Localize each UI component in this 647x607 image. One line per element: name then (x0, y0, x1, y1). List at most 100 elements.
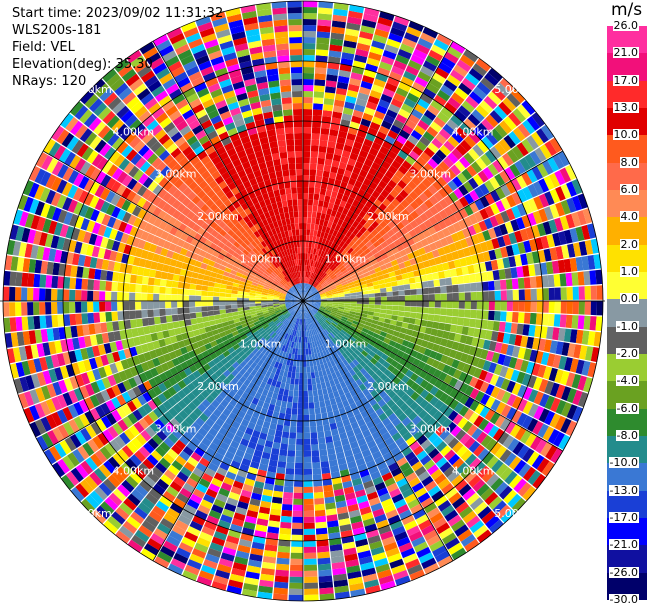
gate-cell (381, 175, 391, 185)
gate-cell (548, 173, 561, 188)
gate-cell (264, 415, 272, 423)
gate-cell (482, 339, 491, 350)
gate-cell (89, 195, 100, 209)
gate-cell (39, 288, 46, 301)
gate-cell (347, 338, 355, 345)
gate-cell (180, 509, 194, 521)
gate-cell (341, 175, 350, 184)
gate-cell (263, 312, 270, 317)
gate-cell (87, 439, 100, 453)
gate-cell (318, 443, 327, 451)
gate-cell (195, 306, 202, 313)
gate-cell (346, 210, 354, 218)
gate-cell (255, 524, 268, 533)
gate-cell (123, 292, 130, 301)
gate-cell (292, 329, 296, 336)
gate-cell (311, 289, 317, 294)
gate-cell (294, 378, 299, 385)
gate-cell (183, 301, 190, 308)
gate-cell (303, 289, 305, 296)
gate-cell (28, 165, 41, 182)
gate-cell (499, 120, 513, 134)
gate-cell (279, 316, 286, 322)
gate-cell (327, 141, 336, 149)
gate-cell (24, 243, 33, 258)
gate-cell (132, 409, 143, 421)
gate-cell (322, 110, 333, 118)
gate-cell (480, 487, 494, 501)
gate-cell (405, 265, 413, 273)
gate-cell (292, 366, 297, 373)
gate-cell (243, 356, 251, 364)
gate-cell (459, 156, 471, 169)
gate-cell (434, 202, 444, 213)
gate-cell (549, 340, 558, 354)
gate-cell (363, 380, 371, 389)
gate-cell (361, 474, 372, 484)
gate-cell (171, 252, 180, 261)
gate-cell (512, 127, 526, 142)
gate-cell (324, 275, 330, 281)
gate-cell (15, 272, 23, 287)
gate-cell (271, 496, 283, 504)
gate-cell (303, 121, 312, 128)
gate-cell (434, 550, 450, 563)
gate-cell (210, 271, 218, 278)
gate-cell (440, 106, 454, 119)
gate-cell (87, 290, 94, 301)
gate-cell (249, 345, 257, 352)
gate-cell (165, 287, 172, 295)
gate-cell (332, 482, 343, 491)
gate-cell (33, 288, 40, 301)
gate-cell (206, 331, 214, 338)
gate-cell (284, 312, 290, 318)
gate-cell (271, 340, 277, 347)
gate-cell (17, 194, 29, 211)
gate-cell (290, 329, 294, 336)
gate-cell (108, 492, 123, 507)
gate-cell (428, 301, 435, 308)
gate-cell (371, 212, 379, 221)
gate-cell (359, 31, 374, 40)
gate-cell (279, 406, 287, 414)
gate-cell (27, 229, 37, 244)
gate-cell (98, 464, 112, 478)
gate-cell (410, 289, 417, 295)
gate-cell (360, 561, 375, 571)
gate-cell (204, 342, 213, 350)
gate-cell (468, 131, 481, 144)
gate-cell (172, 321, 180, 329)
gate-cell (320, 302, 327, 305)
gate-cell (57, 458, 70, 474)
gate-cell (320, 271, 326, 278)
gate-cell (303, 384, 308, 391)
gate-cell (441, 172, 452, 184)
gate-cell (121, 199, 132, 212)
gate-cell (303, 247, 306, 254)
gate-cell (86, 346, 95, 359)
gate-cell (499, 170, 511, 184)
gate-cell (366, 153, 376, 162)
gate-cell (407, 341, 415, 350)
gate-cell (303, 205, 308, 212)
gate-cell (444, 509, 459, 522)
gate-cell (368, 167, 378, 176)
gate-cell (156, 478, 169, 491)
gate-cell (107, 426, 119, 439)
gate-cell (54, 367, 64, 381)
gate-cell (350, 308, 357, 312)
gate-cell (331, 308, 338, 312)
gate-cell (552, 354, 562, 369)
gate-cell (121, 445, 134, 458)
gate-cell (147, 301, 154, 310)
gate-cell (345, 28, 360, 37)
gate-cell (307, 384, 313, 391)
gate-cell (304, 271, 306, 278)
gate-cell (380, 292, 387, 297)
gate-cell (514, 334, 523, 347)
gate-cell (196, 575, 213, 587)
gate-cell (494, 342, 503, 353)
gate-cell (490, 259, 499, 271)
gate-cell (162, 400, 173, 411)
gate-cell (412, 508, 426, 520)
